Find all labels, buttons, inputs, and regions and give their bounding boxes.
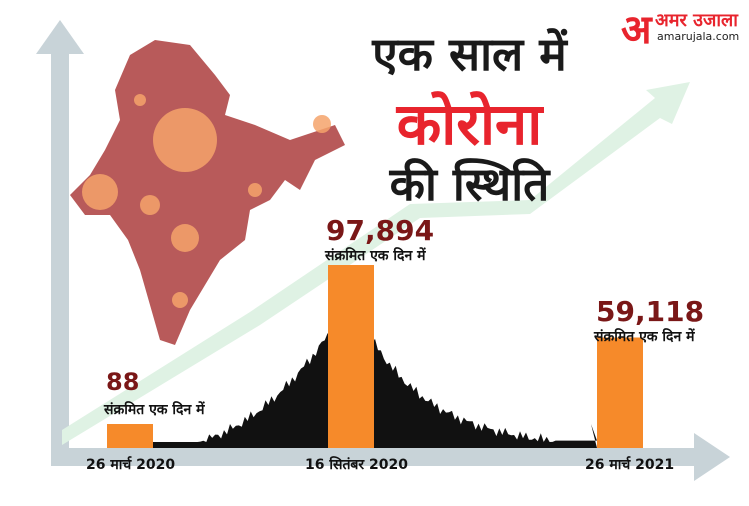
y-axis-arrow [36, 20, 84, 460]
brand-name: अमर उजाला [655, 10, 738, 31]
bar-caption-3: संक्रमित एक दिन में [594, 329, 695, 345]
x-tick-label-3: 26 मार्च 2021 [585, 457, 675, 473]
brand-mark: अ [621, 7, 652, 53]
x-tick-label-1: 26 मार्च 2020 [86, 457, 176, 473]
value-label-2: 97,894 [326, 214, 435, 247]
bar-caption-1: संक्रमित एक दिन में [104, 402, 205, 418]
title-line-1: एक साल में [372, 27, 567, 81]
bar-3 [597, 337, 643, 448]
title-line-2: कोरोना [396, 90, 543, 158]
india-map [70, 40, 345, 345]
value-label-3: 59,118 [596, 295, 705, 328]
x-tick-label-2: 16 सितंबर 2020 [305, 457, 408, 473]
title-line-3: की स्थिति [389, 157, 550, 211]
x-axis-arrow [51, 433, 730, 481]
bar-2 [328, 265, 374, 448]
daily-cases-curve [153, 303, 597, 448]
value-label-1: 88 [106, 368, 140, 396]
brand-site: amarujala.com [657, 30, 740, 43]
bar-caption-2: संक्रमित एक दिन में [325, 248, 426, 264]
bar-1 [107, 424, 153, 448]
bar-group [107, 265, 643, 448]
brand-logo: अ अमर उजाला amarujala.com [621, 6, 741, 53]
